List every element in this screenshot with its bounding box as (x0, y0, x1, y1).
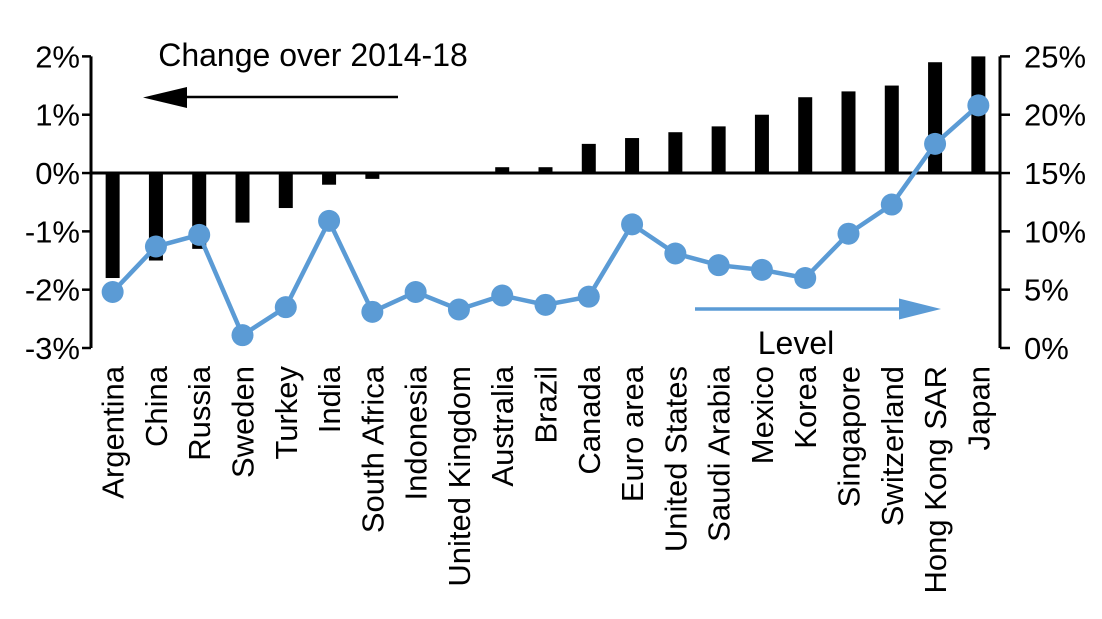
bar-australia (495, 167, 510, 174)
level-annotation-label: Level (758, 325, 835, 361)
marker-switzerland (880, 193, 903, 216)
category-label-switzerland: Switzerland (875, 366, 910, 526)
bar-united-states (668, 132, 683, 174)
bar-singapore (841, 91, 856, 174)
category-label-united-kingdom: United Kingdom (442, 366, 477, 587)
category-label-argentina: Argentina (96, 365, 131, 498)
bar-sweden (235, 173, 250, 223)
right-axis-label-4: 5% (1024, 273, 1069, 308)
category-label-saudi-arabia: Saudi Arabia (702, 365, 737, 542)
category-label-euro-area: Euro area (615, 365, 650, 502)
bar-switzerland (884, 85, 899, 174)
marker-south-africa (361, 300, 384, 323)
marker-euro-area (621, 213, 644, 236)
right-arrow-icon (899, 298, 941, 320)
marker-hong-kong-sar (924, 132, 947, 155)
left-axis-label-4: -2% (25, 273, 80, 308)
category-label-china: China (139, 365, 174, 447)
marker-japan (967, 94, 990, 117)
marker-argentina (101, 281, 124, 304)
marker-sweden (231, 324, 254, 347)
marker-brazil (534, 293, 557, 316)
right-axis-label-1: 20% (1024, 98, 1086, 133)
marker-singapore (837, 222, 860, 245)
bar-euro-area (625, 138, 640, 174)
left-axis-label-5: -3% (25, 331, 80, 366)
left-axis-label-1: 1% (35, 98, 80, 133)
marker-china (144, 235, 167, 258)
category-label-mexico: Mexico (745, 366, 780, 464)
category-label-indonesia: Indonesia (399, 365, 434, 500)
category-label-brazil: Brazil (529, 366, 564, 444)
left-axis-label-3: -1% (25, 214, 80, 249)
category-label-south-africa: South Africa (355, 365, 390, 533)
marker-united-states (664, 242, 687, 265)
right-axis-label-2: 15% (1024, 156, 1086, 191)
bar-mexico (754, 114, 769, 174)
change-annotation-group: Change over 2014-18 (143, 37, 468, 108)
change-annotation-label: Change over 2014-18 (158, 37, 468, 73)
category-label-australia: Australia (485, 365, 520, 486)
bar-korea (798, 97, 813, 174)
right-axis-label-0: 25% (1024, 39, 1086, 74)
category-label-hong-kong-sar: Hong Kong SAR (918, 366, 953, 593)
category-label-russia: Russia (182, 365, 217, 461)
category-label-korea: Korea (788, 365, 823, 448)
category-label-canada: Canada (572, 365, 607, 474)
left-axis-label-2: 0% (35, 156, 80, 191)
bar-turkey (278, 173, 293, 209)
marker-canada (577, 285, 600, 308)
marker-korea (794, 267, 817, 290)
bar-south-africa (365, 173, 380, 179)
category-label-turkey: Turkey (269, 366, 304, 460)
category-label-united-states: United States (658, 366, 693, 552)
left-arrow-icon (143, 87, 187, 108)
bar-brazil (538, 167, 553, 174)
level-annotation-group: Level (695, 298, 941, 361)
marker-turkey (274, 296, 297, 319)
marker-saudi-arabia (707, 254, 730, 277)
category-label-japan: Japan (961, 366, 996, 450)
right-axis-label-5: 0% (1024, 331, 1069, 366)
left-axis-label-0: 2% (35, 39, 80, 74)
marker-russia (188, 223, 211, 246)
category-label-sweden: Sweden (226, 366, 261, 478)
right-axis-label-3: 10% (1024, 214, 1086, 249)
marker-australia (491, 284, 514, 307)
category-label-singapore: Singapore (832, 366, 867, 507)
marker-indonesia (404, 281, 427, 304)
bar-argentina (105, 173, 120, 279)
bar-india (322, 173, 337, 185)
category-label-india: India (312, 365, 347, 433)
marker-mexico (750, 258, 773, 281)
bar-canada (581, 143, 596, 174)
bar-saudi-arabia (711, 126, 726, 174)
marker-united-kingdom (447, 298, 470, 321)
bar-hong-kong-sar (928, 62, 943, 174)
plot-layer: 2% 1% 0% -1% -2% -3% 25% 20% 15% 10% 5% 0% Argentina… (25, 39, 1086, 593)
marker-india (318, 209, 341, 232)
